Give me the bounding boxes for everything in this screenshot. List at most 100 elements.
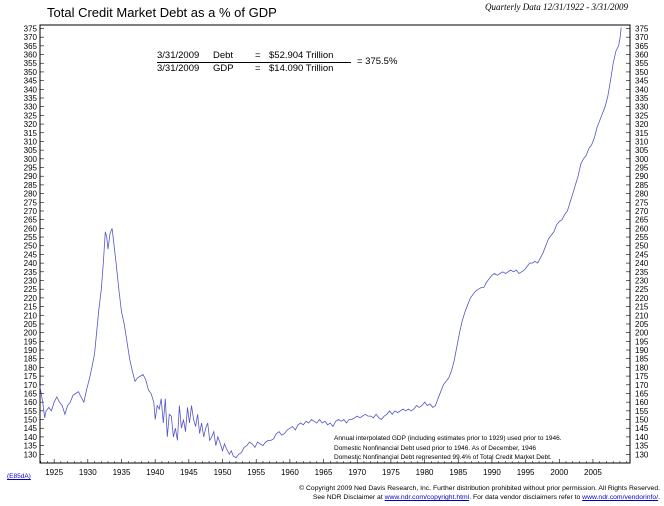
y-tick-label-right: 300 bbox=[635, 155, 649, 164]
x-tick-label: 1990 bbox=[483, 468, 501, 477]
y-tick-label-right: 170 bbox=[635, 381, 649, 390]
y-tick-label-right: 240 bbox=[635, 259, 649, 268]
y-tick-label-left: 170 bbox=[24, 381, 38, 390]
y-tick-label-right: 250 bbox=[635, 242, 649, 251]
y-tick-label-left: 270 bbox=[24, 207, 38, 216]
x-tick-label: 1995 bbox=[517, 468, 535, 477]
y-tick-label-left: 345 bbox=[24, 77, 38, 86]
vendorinfo-link[interactable]: www.ndr.com/vendorinfo/ bbox=[582, 494, 659, 501]
y-tick-label-right: 375 bbox=[635, 24, 649, 33]
x-tick-label: 1975 bbox=[382, 468, 400, 477]
y-tick-label-right: 345 bbox=[635, 77, 649, 86]
y-tick-label-right: 365 bbox=[635, 42, 649, 51]
y-tick-label-left: 155 bbox=[24, 407, 38, 416]
y-tick-label-left: 295 bbox=[24, 164, 38, 173]
y-axis-right: 1301351401451501551601651701751801851901… bbox=[626, 24, 649, 459]
y-tick-label-left: 330 bbox=[24, 103, 38, 112]
y-tick-label-right: 195 bbox=[635, 337, 649, 346]
y-tick-label-right: 160 bbox=[635, 398, 649, 407]
y-tick-label-left: 360 bbox=[24, 51, 38, 60]
y-tick-label-right: 305 bbox=[635, 146, 649, 155]
y-tick-label-left: 235 bbox=[24, 268, 38, 277]
debt-date: 3/31/2009 bbox=[157, 50, 200, 61]
y-tick-label-left: 135 bbox=[24, 442, 38, 451]
chart-code-link[interactable]: (E85dA) bbox=[7, 473, 31, 480]
y-tick-label-left: 250 bbox=[24, 242, 38, 251]
y-tick-label-left: 320 bbox=[24, 120, 38, 129]
y-tick-label-right: 310 bbox=[635, 137, 649, 146]
x-tick-label: 1935 bbox=[113, 468, 131, 477]
series-line bbox=[39, 27, 622, 459]
y-tick-label-left: 185 bbox=[24, 355, 38, 364]
y-tick-label-left: 335 bbox=[24, 94, 38, 103]
x-tick-label: 1945 bbox=[180, 468, 198, 477]
x-tick-label: 1965 bbox=[315, 468, 333, 477]
y-tick-label-left: 365 bbox=[24, 42, 38, 51]
y-tick-label-left: 255 bbox=[24, 233, 38, 242]
y-tick-label-left: 245 bbox=[24, 250, 38, 259]
y-tick-label-left: 350 bbox=[24, 68, 38, 77]
y-tick-label-right: 150 bbox=[635, 416, 649, 425]
gdp-value: $14.090 Trillion bbox=[269, 63, 334, 74]
y-tick-label-right: 190 bbox=[635, 346, 649, 355]
disclaimer-mid: . For data vendor disclaimers refer to bbox=[469, 494, 583, 501]
ratio-result: = 375.5% bbox=[357, 56, 398, 67]
y-tick-label-left: 355 bbox=[24, 59, 38, 68]
y-tick-label-left: 215 bbox=[24, 303, 38, 312]
y-tick-label-right: 295 bbox=[635, 164, 649, 173]
y-tick-label-right: 325 bbox=[635, 111, 649, 120]
y-tick-label-right: 255 bbox=[635, 233, 649, 242]
debt-equals: = bbox=[255, 50, 261, 61]
x-axis: 1925 1930 1935 1940 1945 1950 1955 1960 1965 1970… bbox=[40, 459, 627, 477]
copyright-footer: © Copyright 2009 Ned Davis Research, Inc… bbox=[299, 484, 660, 502]
y-tick-label-right: 145 bbox=[635, 424, 649, 433]
debt-label: Debt bbox=[213, 50, 234, 61]
note-line: Domestic Nonfinancial Debt used prior to… bbox=[334, 444, 536, 452]
y-tick-label-left: 160 bbox=[24, 398, 38, 407]
copyright-line: © Copyright 2009 Ned Davis Research, Inc… bbox=[299, 485, 660, 492]
y-tick-label-left: 145 bbox=[24, 424, 38, 433]
plot-frame bbox=[39, 24, 631, 464]
y-tick-label-right: 205 bbox=[635, 320, 649, 329]
y-tick-label-left: 290 bbox=[24, 172, 38, 181]
y-tick-label-left: 230 bbox=[24, 277, 38, 286]
gdp-date: 3/31/2009 bbox=[157, 63, 200, 74]
y-tick-label-right: 270 bbox=[635, 207, 649, 216]
y-tick-label-right: 140 bbox=[635, 433, 649, 442]
x-tick-label: 1970 bbox=[348, 468, 366, 477]
y-tick-label-right: 135 bbox=[635, 442, 649, 451]
y-tick-label-left: 310 bbox=[24, 137, 38, 146]
x-tick-label: 1960 bbox=[281, 468, 299, 477]
y-tick-label-right: 370 bbox=[635, 33, 649, 42]
y-tick-label-left: 275 bbox=[24, 198, 38, 207]
x-tick-label: 1930 bbox=[79, 468, 97, 477]
x-tick-label: 1980 bbox=[416, 468, 434, 477]
y-tick-label-left: 140 bbox=[24, 433, 38, 442]
y-tick-label-left: 375 bbox=[24, 24, 38, 33]
y-tick-label-left: 340 bbox=[24, 85, 38, 94]
y-tick-label-right: 185 bbox=[635, 355, 649, 364]
y-tick-label-right: 200 bbox=[635, 329, 649, 338]
y-tick-label-right: 235 bbox=[635, 268, 649, 277]
y-axis-left: 1301351401451501551601651701751801851901… bbox=[24, 24, 44, 459]
y-tick-label-left: 240 bbox=[24, 259, 38, 268]
y-tick-label-left: 190 bbox=[24, 346, 38, 355]
y-tick-label-right: 290 bbox=[635, 172, 649, 181]
y-tick-label-left: 195 bbox=[24, 337, 38, 346]
note-line: Annual interpolated GDP (including estim… bbox=[334, 435, 562, 442]
y-tick-label-right: 355 bbox=[635, 59, 649, 68]
y-tick-label-right: 210 bbox=[635, 311, 649, 320]
y-tick-label-left: 150 bbox=[24, 416, 38, 425]
y-tick-label-left: 180 bbox=[24, 363, 38, 372]
y-tick-label-left: 210 bbox=[24, 311, 38, 320]
gdp-label: GDP bbox=[213, 63, 234, 74]
y-tick-label-right: 335 bbox=[635, 94, 649, 103]
y-tick-label-right: 350 bbox=[635, 68, 649, 77]
disclaimer-line: See NDR Disclaimer at www.ndr.com/copyri… bbox=[299, 493, 660, 502]
copyright-link[interactable]: www.ndr.com/copyright.html bbox=[384, 494, 470, 501]
y-tick-label-right: 165 bbox=[635, 389, 649, 398]
x-tick-label: 2005 bbox=[584, 468, 602, 477]
y-tick-label-right: 275 bbox=[635, 198, 649, 207]
gdp-equals: = bbox=[255, 63, 261, 74]
